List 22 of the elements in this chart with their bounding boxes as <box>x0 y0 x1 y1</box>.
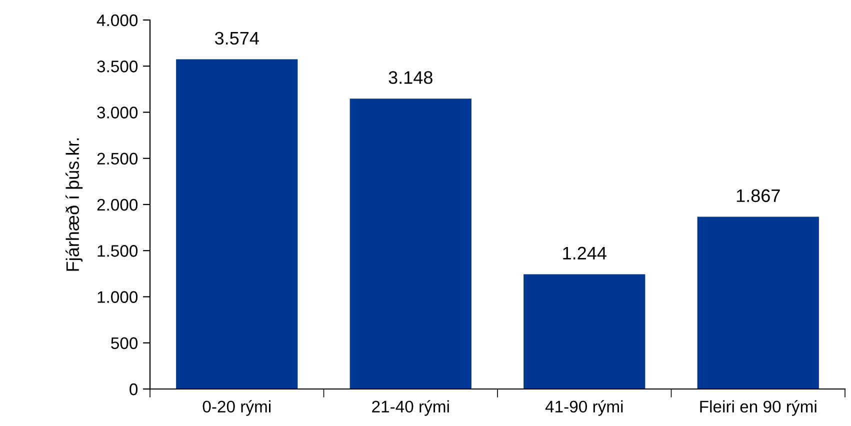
y-tick-label: 1.500 <box>98 245 138 257</box>
y-tick-label: 2.500 <box>97 152 138 165</box>
y-tick-label: 500 <box>111 337 138 350</box>
bar <box>524 274 646 389</box>
data-label: 1.867 <box>736 189 780 202</box>
data-label: 1.244 <box>563 246 606 260</box>
y-tick-label: 3.000 <box>97 106 138 118</box>
y-tick-label: 0 <box>130 383 138 396</box>
x-tick-label: 0-20 rými <box>202 400 270 416</box>
data-label: 3.148 <box>388 71 432 84</box>
y-axis-title: Fjárhæð í þús.kr. <box>66 138 83 271</box>
bar <box>176 59 298 389</box>
y-tick-label: 2.000 <box>97 198 138 211</box>
bar <box>350 98 472 389</box>
x-tick-label: 21-40 rými <box>372 400 449 416</box>
y-tick-label: 4.000 <box>96 14 138 26</box>
data-label: 3.574 <box>214 32 259 45</box>
x-tick-label: 41-90 rými <box>545 400 623 416</box>
y-tick-label: 1.000 <box>98 291 138 303</box>
bar <box>697 216 819 389</box>
x-tick-label: Fleiri en 90 rými <box>700 400 816 416</box>
y-tick-label: 3.500 <box>97 60 138 72</box>
